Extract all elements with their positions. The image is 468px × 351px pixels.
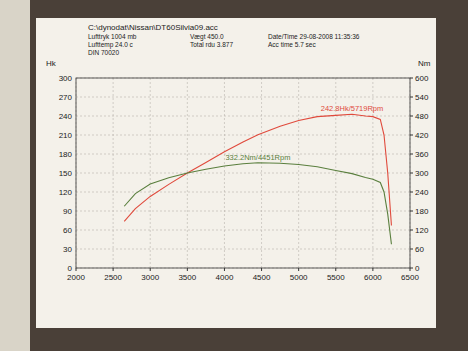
header-text: Total rdu 3.877 bbox=[190, 41, 233, 48]
tick-y2 bbox=[410, 268, 413, 269]
tick-y2 bbox=[410, 135, 413, 136]
tick-label-y2: 540 bbox=[415, 93, 429, 102]
grid-line-x bbox=[298, 78, 299, 268]
header-text: Vægt 450.0 bbox=[190, 33, 224, 41]
tick-label-y: 120 bbox=[59, 188, 73, 197]
tick-y2 bbox=[410, 249, 413, 250]
annotation: 332.2Nm/4451Rpm bbox=[225, 153, 290, 162]
series-line bbox=[124, 114, 391, 225]
tick-x bbox=[224, 268, 225, 271]
grid-line-y bbox=[76, 192, 410, 193]
tick-y2 bbox=[410, 97, 413, 98]
background bbox=[0, 0, 468, 351]
tick-x bbox=[298, 268, 299, 271]
tick-label-y2: 240 bbox=[415, 188, 429, 197]
tick-label-x: 4500 bbox=[253, 273, 271, 282]
tick-y2 bbox=[410, 154, 413, 155]
tick-label-x: 6500 bbox=[401, 273, 419, 282]
header-text: Lufttemp 24.0 c bbox=[88, 41, 134, 49]
header-text: Acc time 5.7 sec bbox=[268, 41, 316, 48]
tick-y2 bbox=[410, 211, 413, 212]
grid-line-y bbox=[76, 211, 410, 212]
tick-label-y: 0 bbox=[68, 264, 73, 273]
tick-y2 bbox=[410, 173, 413, 174]
y2-axis-label: Nm bbox=[418, 59, 431, 68]
tick-label-y: 300 bbox=[59, 74, 73, 83]
tick-label-y2: 480 bbox=[415, 112, 429, 121]
tick-x bbox=[335, 268, 336, 271]
tick-label-y2: 300 bbox=[415, 169, 429, 178]
tick-label-y2: 180 bbox=[415, 207, 429, 216]
tick-label-x: 2500 bbox=[104, 273, 122, 282]
tick-label-y: 270 bbox=[59, 93, 73, 102]
tick-label-y2: 60 bbox=[415, 245, 424, 254]
title: C:\dynodat\Nissan\DT60Silvia09.acc bbox=[88, 23, 218, 32]
tick-x bbox=[76, 268, 77, 271]
header-text: Date/Time 29-08-2008 11:35:36 bbox=[268, 33, 360, 40]
header-text: Lufttryk 1004 mb bbox=[88, 33, 137, 41]
paper-left bbox=[0, 0, 30, 351]
grid-line-y bbox=[76, 230, 410, 231]
tick-y2 bbox=[410, 78, 413, 79]
tick-label-y: 210 bbox=[59, 131, 73, 140]
tick-x bbox=[372, 268, 373, 271]
y-axis-label: Hk bbox=[46, 59, 57, 68]
plot-frame bbox=[76, 78, 410, 268]
chart: C:\dynodat\Nissan\DT60Silvia09.accLufttr… bbox=[0, 0, 468, 351]
series-group bbox=[124, 114, 391, 244]
tick-label-y2: 0 bbox=[415, 264, 420, 273]
tick-label-x: 3000 bbox=[141, 273, 159, 282]
tick-y2 bbox=[410, 192, 413, 193]
tick-y2 bbox=[410, 116, 413, 117]
tick-x bbox=[261, 268, 262, 271]
tick-label-y: 90 bbox=[63, 207, 72, 216]
tick-x bbox=[113, 268, 114, 271]
tick-label-y: 240 bbox=[59, 112, 73, 121]
tick-x bbox=[150, 268, 151, 271]
tick-y2 bbox=[410, 230, 413, 231]
grid-line-y bbox=[76, 173, 410, 174]
tick-label-x: 3500 bbox=[178, 273, 196, 282]
paper bbox=[36, 18, 436, 328]
tick-label-x: 5500 bbox=[327, 273, 345, 282]
tick-label-y2: 360 bbox=[415, 150, 429, 159]
annotation: 242.8Hk/5719Rpm bbox=[321, 104, 384, 113]
tick-x bbox=[187, 268, 188, 271]
header-text: DIN 70020 bbox=[88, 49, 119, 56]
tick-label-y2: 600 bbox=[415, 74, 429, 83]
tick-label-y: 30 bbox=[63, 245, 72, 254]
tick-label-x: 6000 bbox=[364, 273, 382, 282]
tick-label-x: 2000 bbox=[67, 273, 85, 282]
tick-label-y: 150 bbox=[59, 169, 73, 178]
series-line bbox=[124, 163, 391, 244]
tick-label-y: 180 bbox=[59, 150, 73, 159]
grid-line-y bbox=[76, 135, 410, 136]
tick-label-x: 4000 bbox=[216, 273, 234, 282]
grid-line-y bbox=[76, 97, 410, 98]
tick-label-y: 60 bbox=[63, 226, 72, 235]
tick-label-x: 5000 bbox=[290, 273, 308, 282]
tick-label-y2: 120 bbox=[415, 226, 429, 235]
grid bbox=[76, 78, 410, 268]
tick-label-y2: 420 bbox=[415, 131, 429, 140]
grid-line-y bbox=[76, 249, 410, 250]
